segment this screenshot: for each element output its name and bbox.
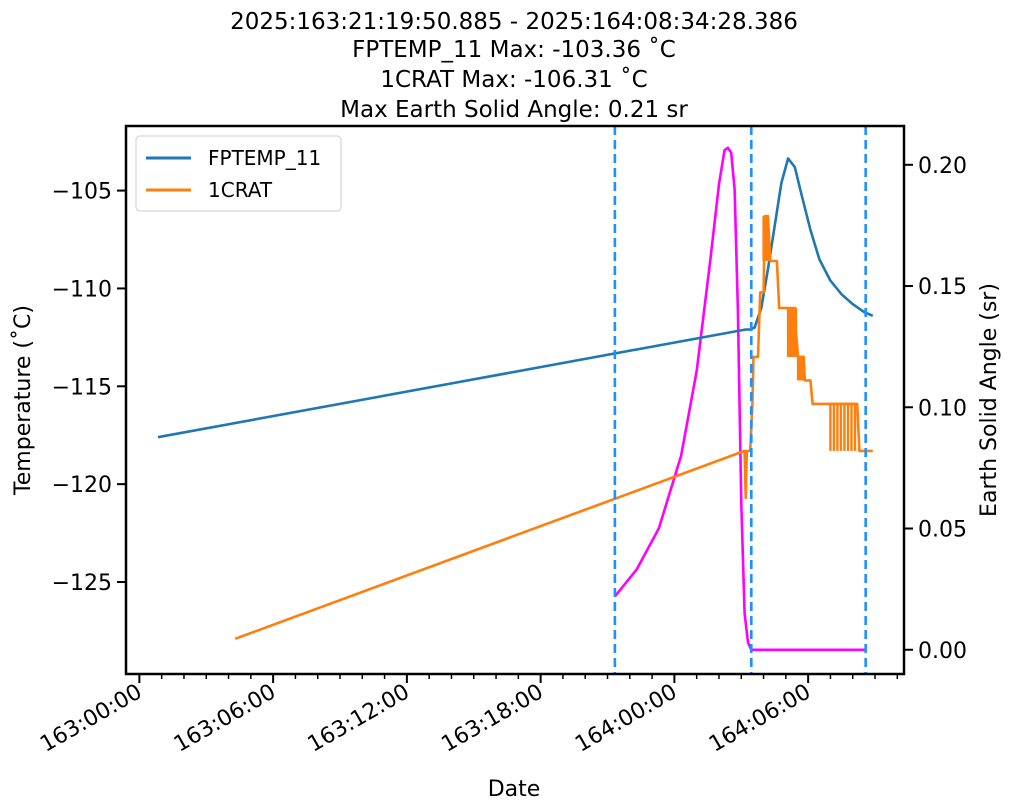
y-tick-label: −105 (52, 180, 112, 205)
y-tick-label: −110 (52, 277, 112, 302)
series-line-crat (234, 214, 873, 641)
crat-oscillation-band (796, 355, 805, 381)
y-axis-label: Temperature (˚C) (11, 305, 36, 496)
series-line-earth-solid-angle (613, 146, 866, 652)
x-tick-label: 164:06:00 (705, 680, 815, 758)
legend-label-fptemp: FPTEMP_11 (208, 146, 321, 170)
plot-frame (124, 124, 906, 676)
x-tick-label: 163:00:00 (36, 680, 146, 758)
title-line-3: 1CRAT Max: -106.31 ˚C (380, 66, 647, 93)
title-line-1: 2025:163:21:19:50.885 - 2025:164:08:34:2… (230, 9, 798, 35)
crat-oscillation-band (762, 214, 770, 261)
x-axis: 163:00:00 163:06:00 163:12:00 163:18:00 164:… (36, 674, 899, 758)
title-line-4: Max Earth Solid Angle: 0.21 sr (340, 97, 688, 123)
x-axis-label: Date (488, 777, 541, 802)
vertical-markers (613, 126, 867, 674)
y-tick-label: −125 (52, 571, 112, 596)
y2-tick-label: 0.15 (918, 275, 967, 300)
y2-axis-label: Earth Solid Angle (sr) (977, 283, 1002, 517)
chart-title: 2025:163:21:19:50.885 - 2025:164:08:34:2… (230, 9, 798, 123)
crat-oscillation-band (786, 306, 798, 357)
legend-label-crat: 1CRAT (208, 178, 273, 202)
legend-box (135, 135, 342, 212)
y-axis-left: −105 −110 −115 −120 −125 (52, 180, 126, 596)
series-line-fptemp (157, 157, 874, 439)
x-tick-label: 163:12:00 (304, 680, 414, 758)
crat-oscillation-band (829, 402, 857, 451)
plot-area (157, 146, 874, 652)
x-tick-label: 164:00:00 (571, 680, 681, 758)
title-line-2: FPTEMP_11 Max: -103.36 ˚C (352, 36, 676, 63)
y2-tick-label: 0.05 (918, 518, 967, 543)
y-tick-label: −120 (52, 473, 112, 498)
y2-tick-label: 0.20 (918, 154, 967, 179)
y-tick-label: −115 (52, 375, 112, 400)
legend: FPTEMP_11 1CRAT (135, 135, 342, 212)
y2-tick-label: 0.00 (918, 639, 967, 664)
y-axis-right: 0.20 0.15 0.10 0.05 0.00 (904, 154, 967, 664)
x-tick-label: 163:06:00 (170, 680, 280, 758)
y2-tick-label: 0.10 (918, 396, 967, 421)
x-tick-label: 163:18:00 (437, 680, 547, 758)
